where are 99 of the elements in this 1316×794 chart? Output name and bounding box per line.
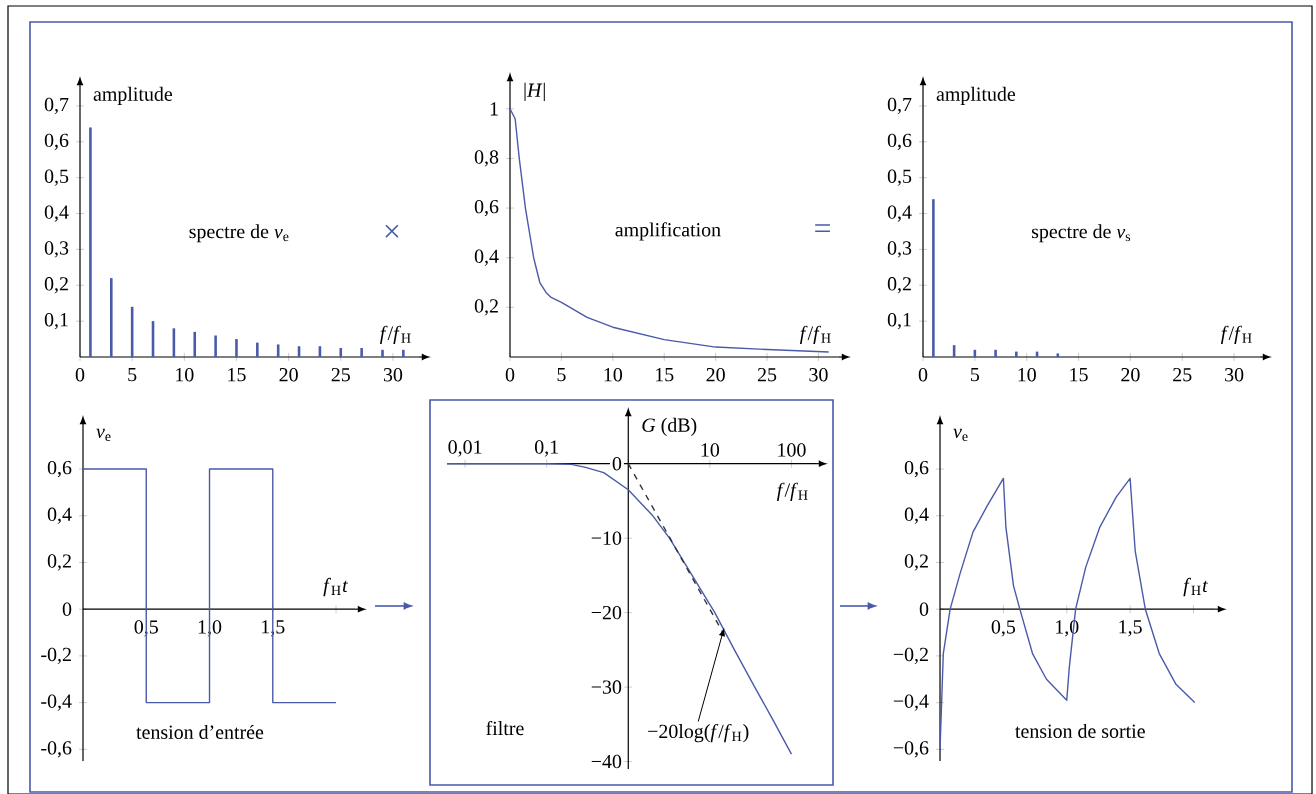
y-tick-label: −0,6 [893,741,929,758]
y-tick-label: 0,8 [474,150,499,167]
y-tick-label: 0,4 [47,507,72,524]
y-tick-label: 0,4 [904,507,929,524]
y-tick-label: 0,3 [44,241,69,258]
y-tick-label: 0,3 [887,241,912,258]
y-tick-label: 0,2 [44,277,68,294]
y-tick-label: 0 [62,602,72,616]
x-tick-label: 30 [1225,368,1244,382]
y-tick-label: -0,4 [41,694,72,711]
bar [256,342,259,357]
y-tick-label: −40 [591,754,622,769]
y-tick-label: 0,5 [44,169,69,186]
bar [360,348,363,357]
y-tick-label: 0 [612,456,622,471]
x-tick-label: 30 [383,368,403,382]
y-tick-label: 0,6 [474,199,499,217]
y-axis-title: v$_{e}$ [953,428,968,442]
y-axis-title: |H| [524,82,545,101]
bar [235,339,238,357]
x-tick-label: 25 [1173,368,1192,382]
x-axis-title: f$_{H}$t [323,577,349,597]
x-tick-label: 10 [176,368,194,382]
annotation: = [815,224,830,233]
y-tick-label: −10 [591,531,622,545]
bar [339,348,343,357]
x-tick-label: 0 [75,368,85,382]
bar [932,199,935,357]
y-axis-title: amplitude [936,86,1016,105]
y-tick-label: 0,4 [44,205,69,222]
y-tick-label: 0,4 [474,249,499,266]
x-tick-label: 100 [778,443,806,457]
y-tick-label: 0,6 [44,133,69,150]
bar [1015,351,1018,357]
y-axis-title: amplitude [93,86,173,105]
annotation: filtre [486,720,524,736]
x-tick-label: 0,1 [534,440,558,457]
y-tick-label: −0,2 [893,647,928,665]
annotation: −20log(f/f$_{H}$) [648,723,749,743]
x-axis-title: f/f$_{H}$ [379,325,411,344]
y-tick-label: 0,2 [887,277,911,294]
bar [110,278,113,357]
annotation: tension d’entrée [136,724,264,739]
x-axis-title: f/f$_{H}$ [776,482,808,501]
x-tick-label: 10 [1018,368,1036,382]
annotation: × [385,224,399,238]
y-tick-label: 0,6 [47,460,72,478]
bar [994,349,997,357]
y-tick-label: 0,2 [47,554,71,571]
y-tick-label: 0,1 [44,312,68,330]
bar [89,127,92,357]
x-tick-label: 15 [1070,368,1088,382]
y-tick-label: 0,7 [44,97,69,115]
y-tick-label: −20 [591,605,622,620]
y-tick-label: −0,4 [893,694,929,711]
bar [402,349,405,357]
x-tick-label: 0,5 [991,620,1016,637]
annotation: tension de sortie [1015,723,1145,738]
bar [214,335,217,357]
bar [193,331,197,357]
x-tick-label: 20 [706,368,725,382]
x-tick-label: 5 [557,368,566,382]
x-tick-label: 25 [757,368,777,382]
y-tick-label: 0 [919,602,929,616]
y-tick-label: 0,2 [474,299,498,316]
x-axis-title: f/f$_{H}$ [799,325,831,344]
annotation: amplification [615,222,721,241]
x-tick-label: 20 [1121,368,1140,382]
y-tick-label: 0,7 [887,97,912,115]
x-tick-label: 20 [279,368,298,382]
y-tick-label: 0,5 [887,169,912,186]
y-tick-label: 0,6 [904,460,929,478]
x-tick-label: 10 [701,443,720,457]
y-axis-title: v$_{e}$ [96,428,111,442]
annotation: spectre de v$_{s}$ [1031,224,1131,243]
annotation: spectre de v$_{e}$ [189,224,289,243]
x-tick-label: 1,5 [1119,620,1142,637]
y-tick-label: 1 [490,102,498,116]
x-tick-label: 30 [809,368,828,382]
bar [381,349,384,357]
x-tick-label: 10 [604,368,623,382]
x-tick-label: 25 [331,368,350,382]
y-tick-label: -0,6 [41,741,72,758]
y-axis-title: G (dB) [642,417,697,436]
line-series [510,108,830,353]
x-tick-label: 15 [656,368,674,382]
y-tick-label: −30 [591,680,622,694]
x-tick-label: 0,01 [448,440,482,457]
y-tick-label: -0,2 [41,647,71,665]
y-tick-label: 0,2 [904,554,928,571]
x-tick-label: 15 [228,368,246,382]
x-tick-label: 5 [128,368,137,382]
x-tick-label: 0 [505,368,515,382]
y-tick-label: 0,6 [887,133,912,150]
x-tick-label: 5 [971,368,980,382]
x-axis-title: f/f$_{H}$ [1220,325,1252,344]
x-axis-title: f$_{H}$t [1183,577,1209,597]
y-tick-label: 0,1 [887,312,911,330]
y-tick-label: 0,4 [887,205,912,222]
